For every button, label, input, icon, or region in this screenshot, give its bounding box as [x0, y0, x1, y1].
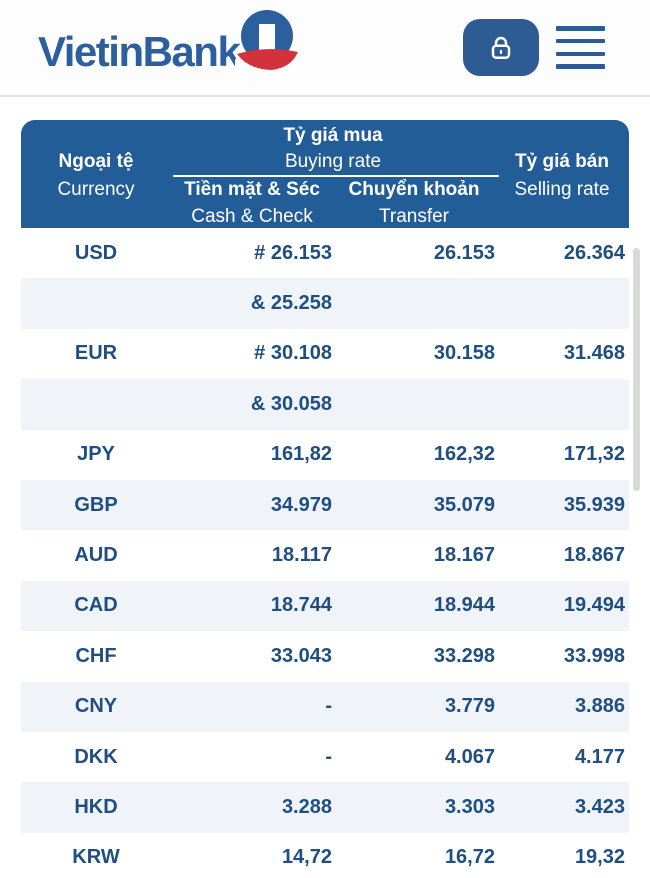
topbar-actions — [463, 19, 605, 76]
table-row: & 30.058 — [21, 379, 629, 430]
table-row: USD # 26.153 26.153 26.364 — [21, 228, 629, 279]
cell-cash: & 25.258 — [250, 292, 332, 315]
cell-cash: - — [325, 695, 332, 718]
cell-cash: 34.979 — [270, 493, 332, 516]
logo-text: VietinBank — [38, 27, 241, 75]
cell-cash: & 30.058 — [250, 392, 332, 415]
col-selling-rate-en: Selling rate — [514, 179, 610, 200]
cell-selling: 4.177 — [574, 745, 625, 768]
vietinbank-logo[interactable]: VietinBank — [38, 9, 300, 81]
table-row: GBP 34.979 35.079 35.939 — [21, 479, 629, 531]
table-row: DKK - 4.067 4.177 — [21, 731, 629, 783]
hamburger-menu-icon — [556, 64, 605, 69]
table-header: Tỷ giá mua Ngoại tệ Buying rate Tỷ giá b… — [21, 120, 629, 228]
cell-cash: 18.117 — [271, 544, 332, 567]
lock-icon — [491, 36, 511, 59]
cell-selling: 19,32 — [574, 846, 625, 869]
cell-transfer: 3.303 — [444, 795, 495, 818]
col-currency-vi: Ngoại tệ — [58, 151, 134, 172]
exchange-rates-table: Tỷ giá mua Ngoại tệ Buying rate Tỷ giá b… — [21, 120, 629, 878]
cell-code: AUD — [74, 544, 118, 567]
col-selling-rate-vi: Tỷ giá bán — [515, 151, 609, 172]
table-row: JPY 161,82 162,32 171,32 — [21, 429, 629, 480]
cell-selling: 18.867 — [563, 544, 625, 567]
cell-cash: 14,72 — [281, 846, 332, 869]
cell-selling: 3.886 — [574, 695, 625, 718]
vietinbank-emblem-icon — [235, 9, 300, 75]
table-row: CAD 18.744 18.944 19.494 — [21, 580, 629, 632]
col-currency-en: Currency — [57, 179, 135, 200]
hamburger-menu-icon — [556, 26, 605, 31]
cell-transfer: 26.153 — [433, 241, 495, 264]
cell-code: DKK — [74, 745, 118, 768]
hamburger-menu-icon — [556, 38, 605, 44]
cell-cash: - — [325, 745, 332, 768]
cell-selling: 19.494 — [563, 594, 625, 617]
cell-transfer: 4.067 — [444, 745, 495, 768]
hamburger-menu-button[interactable] — [556, 26, 605, 69]
scrollbar-thumb[interactable] — [633, 248, 640, 491]
table-row: CNY - 3.779 3.886 — [21, 681, 629, 732]
cell-transfer: 162,32 — [433, 443, 495, 466]
cell-transfer: 30.158 — [433, 342, 495, 365]
cell-selling: 33.998 — [563, 644, 625, 667]
cell-transfer: 33.298 — [433, 644, 495, 667]
cell-code: CNY — [74, 695, 118, 718]
col-cash-check-vi: Tiền mặt & Séc — [184, 179, 320, 200]
table-row: EUR # 30.108 30.158 31.468 — [21, 328, 629, 380]
buying-rate-underline — [173, 175, 499, 177]
app-header: VietinBank — [0, 0, 650, 97]
cell-code: USD — [74, 241, 118, 264]
col-buying-rate-vi: Tỷ giá mua — [283, 125, 383, 146]
cell-transfer: 35.079 — [433, 493, 495, 516]
hamburger-menu-icon — [556, 51, 605, 57]
cell-code: HKD — [74, 795, 118, 818]
cell-transfer: 16,72 — [444, 846, 495, 869]
table-row: KRW 14,72 16,72 19,32 — [21, 832, 629, 878]
table-row: CHF 33.043 33.298 33.998 — [21, 631, 629, 682]
cell-cash: 161,82 — [270, 443, 332, 466]
cell-selling: 31.468 — [563, 342, 625, 365]
cell-code: CAD — [74, 594, 118, 617]
col-buying-rate-en: Buying rate — [284, 151, 382, 172]
cell-code: JPY — [77, 443, 115, 466]
cell-cash: # 30.108 — [254, 342, 332, 365]
table-row: HKD 3.288 3.303 3.423 — [21, 782, 629, 833]
cell-code: EUR — [74, 342, 118, 365]
cell-selling: 35.939 — [563, 493, 625, 516]
cell-selling: 26.364 — [563, 241, 625, 264]
cell-code: KRW — [72, 846, 120, 869]
col-cash-check-en: Cash & Check — [191, 206, 313, 227]
cell-code: CHF — [75, 644, 117, 667]
cell-transfer: 18.944 — [433, 594, 495, 617]
cell-cash: 18.744 — [270, 594, 332, 617]
cell-transfer: 18.167 — [433, 544, 495, 567]
table-row: & 25.258 — [21, 278, 629, 329]
cell-code: GBP — [74, 493, 118, 516]
cell-selling: 171,32 — [563, 443, 625, 466]
cell-selling: 3.423 — [574, 795, 625, 818]
cell-cash: # 26.153 — [254, 241, 332, 264]
cell-cash: 3.288 — [281, 795, 332, 818]
rates-table-body: USD # 26.153 26.153 26.364 & 25.258 EUR # 30.1… — [21, 228, 629, 878]
login-lock-button[interactable] — [463, 19, 539, 76]
table-row: AUD 18.117 18.167 18.867 — [21, 530, 629, 581]
col-transfer-vi: Chuyển khoản — [348, 179, 480, 200]
cell-cash: 33.043 — [270, 644, 332, 667]
cell-transfer: 3.779 — [444, 695, 495, 718]
col-transfer-en: Transfer — [378, 206, 450, 227]
